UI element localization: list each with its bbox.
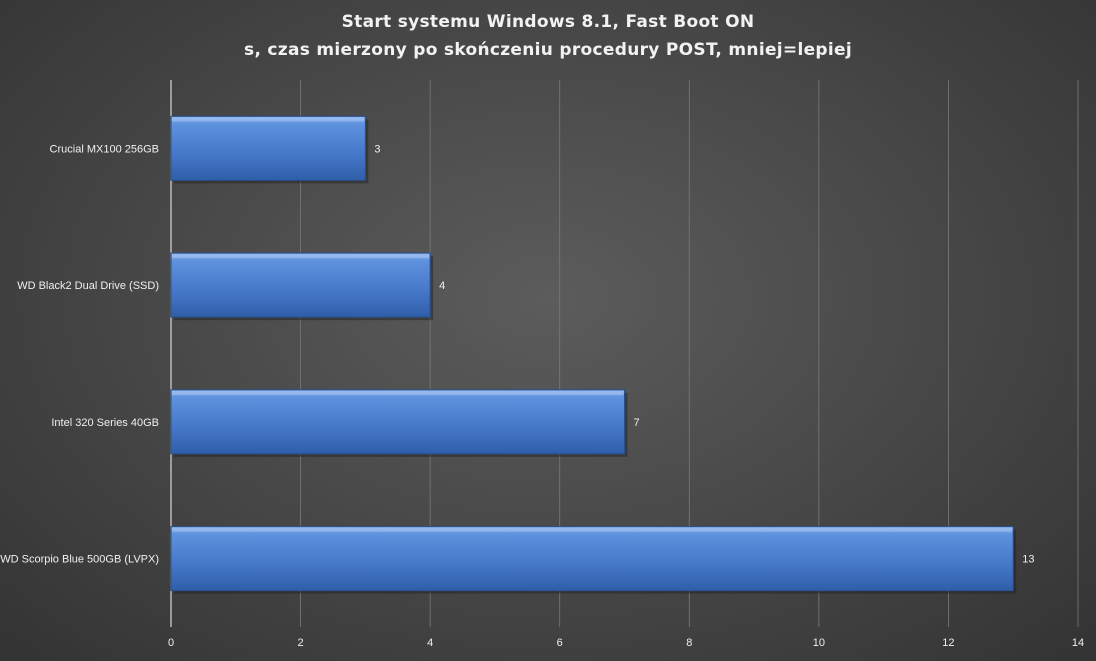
x-tick-label: 6 [557,637,563,649]
bar-highlight [172,527,1013,532]
x-tick-label: 0 [168,637,174,649]
category-label: WD Scorpio Blue 500GB (LVPX) [0,554,159,566]
bar [170,115,366,181]
category-label: WD Black2 Dual Drive (SSD) [17,280,159,292]
bar-highlight [172,390,624,395]
bar-highlight [172,254,430,259]
bar [170,389,625,455]
x-tick-label: 12 [942,637,954,649]
data-label: 7 [634,417,640,429]
bar-highlight [172,117,365,122]
data-label: 13 [1022,554,1034,566]
x-tick-label: 14 [1072,637,1084,649]
x-tick-label: 10 [813,637,825,649]
x-tick-label: 2 [298,637,304,649]
x-tick-label: 8 [686,637,692,649]
data-label: 4 [439,280,445,292]
chart-title: Start systemu Windows 8.1, Fast Boot ON [341,12,755,32]
category-label: Crucial MX100 256GB [50,143,159,155]
bar [170,252,431,318]
x-tick-label: 4 [427,637,433,649]
data-label: 3 [374,143,380,155]
category-label: Intel 320 Series 40GB [51,417,159,429]
bar [170,526,1014,592]
chart-subtitle: s, czas mierzony po skończeniu procedury… [244,40,852,60]
